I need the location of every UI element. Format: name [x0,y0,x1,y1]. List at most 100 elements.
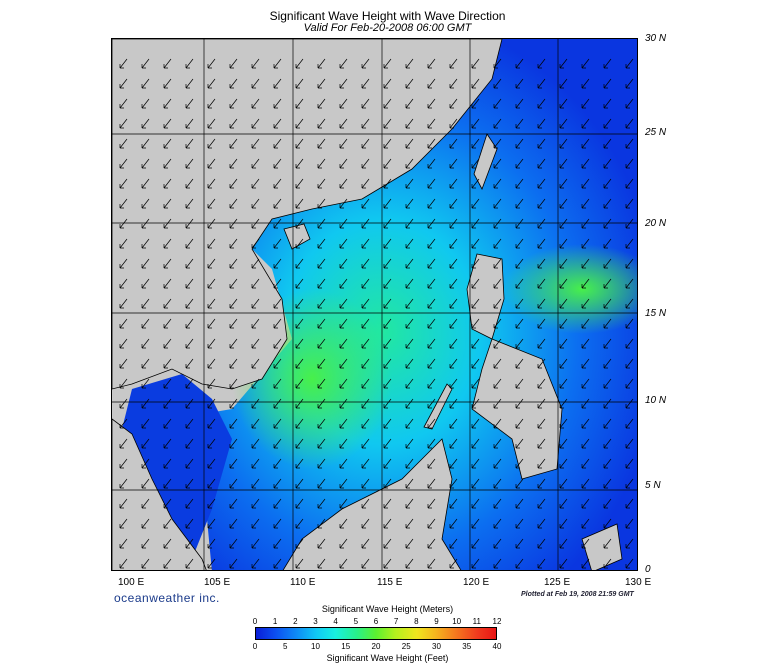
wave-arrow [185,98,194,109]
wave-arrow [295,558,304,569]
wave-arrow [427,438,436,449]
wave-arrow [141,98,150,109]
wave-arrow [537,98,546,109]
wave-arrow [427,458,436,469]
map-canvas [112,39,637,570]
wave-arrow [493,98,502,109]
wave-arrow [185,198,194,209]
wave-arrow [361,558,370,569]
wave-arrow [229,158,238,169]
wave-arrow [317,558,326,569]
wave-arrow [163,58,172,69]
wave-arrow [295,398,304,409]
wave-arrow [383,238,392,249]
wave-arrow [119,138,128,149]
wave-arrow [515,378,524,389]
plotted-timestamp: Plotted at Feb 19, 2008 21:59 GMT [521,591,634,598]
wave-arrow [339,558,348,569]
wave-arrow [185,478,194,489]
wave-arrow [163,78,172,89]
wave-arrow [449,178,458,189]
wave-arrow [603,98,612,109]
wave-arrow [625,378,634,389]
wave-arrow [317,518,326,529]
wave-arrow [185,138,194,149]
wave-arrow [405,558,414,569]
meters-tick: 9 [434,617,439,626]
wave-arrow [405,98,414,109]
wave-arrow [449,538,458,549]
wave-arrow [537,358,546,369]
wave-arrow [581,558,590,569]
wave-arrow [141,58,150,69]
wave-arrow [251,318,260,329]
wave-arrow [383,98,392,109]
wave-arrow [449,518,458,529]
wave-arrow [251,78,260,89]
wave-arrow [119,158,128,169]
wave-arrow [361,78,370,89]
wave-arrow [207,398,216,409]
wave-arrow [581,458,590,469]
wave-arrow [229,378,238,389]
wave-arrow [251,338,260,349]
wave-arrow [163,198,172,209]
wave-arrow [361,98,370,109]
wave-arrow [207,438,216,449]
wave-arrow [559,78,568,89]
wave-arrow [361,438,370,449]
wave-arrow [581,418,590,429]
wave-arrow [339,378,348,389]
wave-arrow [471,238,480,249]
wave-arrow [317,98,326,109]
wave-arrow [493,338,502,349]
wave-arrow [361,478,370,489]
wave-arrow [625,258,634,269]
wave-arrow [449,398,458,409]
wave-arrow [471,258,480,269]
wave-arrow [119,418,128,429]
wave-arrow [251,438,260,449]
wave-arrow [493,178,502,189]
wave-arrow [383,298,392,309]
wave-arrow [295,158,304,169]
wave-arrow [471,78,480,89]
wave-arrow [537,398,546,409]
wave-arrow [119,98,128,109]
wave-arrow [295,418,304,429]
wave-arrow [251,398,260,409]
legend-feet-title: Significant Wave Height (Feet) [326,653,449,663]
wave-arrow [317,58,326,69]
wave-arrow [141,498,150,509]
wave-arrow [229,318,238,329]
wave-arrow [625,138,634,149]
wave-arrow [207,378,216,389]
wave-arrow [581,498,590,509]
wave-arrow [229,138,238,149]
wave-arrow [515,158,524,169]
wave-arrow [185,538,194,549]
wave-arrow [625,498,634,509]
lat-label-30n: 30 N [645,33,667,44]
wave-arrow [427,198,436,209]
wave-arrow [515,318,524,329]
wave-arrow [185,298,194,309]
lon-label-110e: 110 E [290,577,316,588]
wave-arrow [251,518,260,529]
wave-arrow [141,118,150,129]
wave-arrow [119,258,128,269]
wave-arrow [317,138,326,149]
wave-arrow [559,498,568,509]
wave-arrow [493,78,502,89]
wave-arrow [383,278,392,289]
wave-arrow [581,138,590,149]
wave-arrow [207,78,216,89]
wave-arrow [207,258,216,269]
wave-arrow [207,498,216,509]
wave-arrow [493,298,502,309]
wave-arrow [295,538,304,549]
wave-arrow [229,538,238,549]
wave-arrow [405,438,414,449]
wave-arrow [339,138,348,149]
wave-arrow [383,358,392,369]
